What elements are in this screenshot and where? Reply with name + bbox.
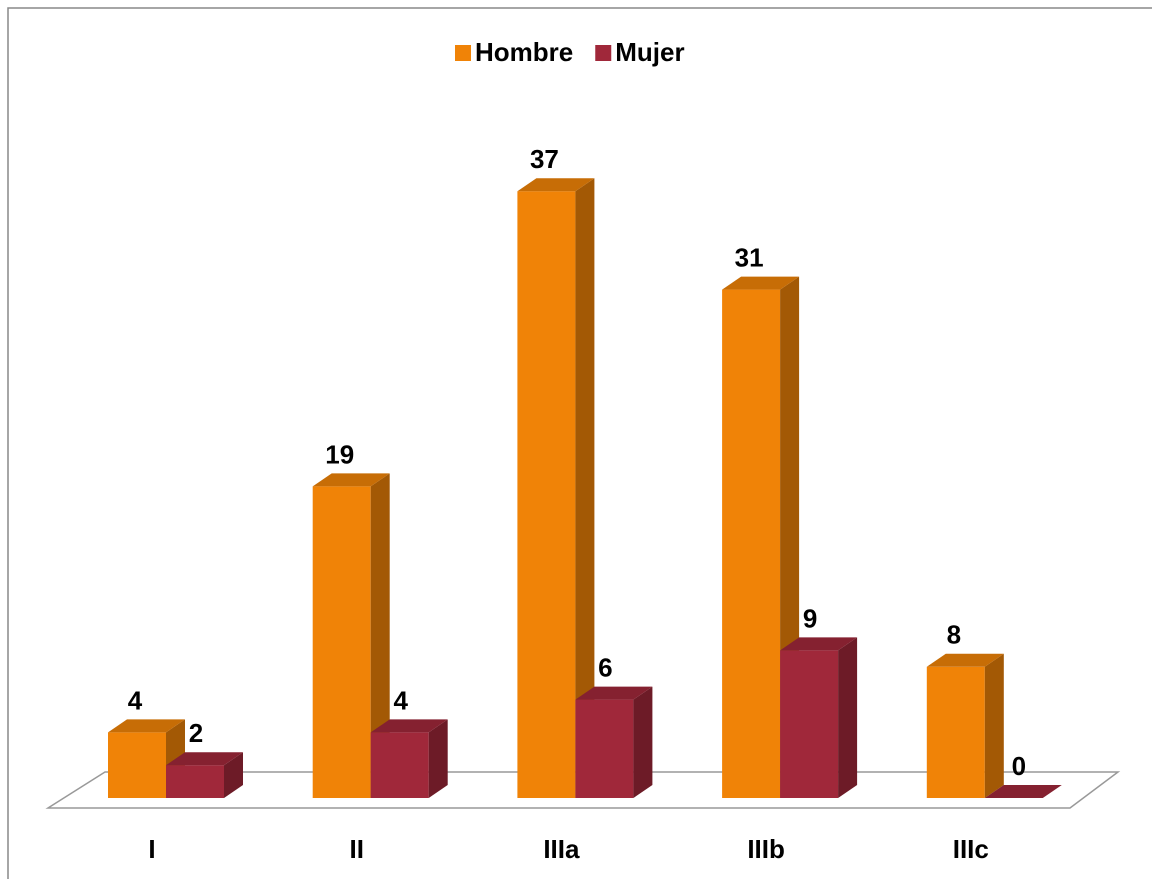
value-label: 9 <box>803 603 817 633</box>
bar <box>517 178 595 798</box>
bar-top <box>926 653 1004 667</box>
x-tick-label: IIIc <box>953 834 989 864</box>
bar-front <box>575 699 634 798</box>
bar <box>984 785 1062 798</box>
bar-front <box>166 765 224 798</box>
bar-top <box>312 473 390 487</box>
bar-front <box>370 732 429 798</box>
bar <box>926 653 1004 798</box>
bar <box>166 752 243 798</box>
bar-side <box>633 686 653 798</box>
bar-side <box>224 752 243 798</box>
value-label: 19 <box>325 439 354 469</box>
bar-front <box>926 666 985 798</box>
value-label: 4 <box>128 685 143 715</box>
bar-front <box>517 191 576 798</box>
bar-front <box>312 486 371 798</box>
value-label: 6 <box>598 652 612 682</box>
x-tick-label: I <box>148 834 155 864</box>
x-tick-label: IIIb <box>747 834 785 864</box>
bar-side <box>838 637 858 798</box>
bar <box>575 686 653 798</box>
legend-swatch <box>455 45 471 61</box>
legend-label: Mujer <box>615 37 684 67</box>
bar-top <box>370 719 448 733</box>
bar-side <box>428 719 448 798</box>
bar-top <box>780 637 858 651</box>
legend: Hombre Mujer <box>455 37 685 67</box>
bar-top <box>575 686 653 700</box>
bar-top <box>984 785 1062 798</box>
bar-front <box>780 650 839 798</box>
value-label: 0 <box>1012 751 1026 781</box>
bar <box>780 637 858 798</box>
bar-side <box>984 653 1004 798</box>
bar-front <box>722 289 781 798</box>
value-label: 4 <box>393 685 408 715</box>
x-tick-label: II <box>349 834 363 864</box>
bar <box>312 473 390 798</box>
bar-front <box>108 732 166 798</box>
bar-side <box>575 178 595 798</box>
x-tick-label: IIIa <box>543 834 580 864</box>
value-label: 31 <box>735 242 764 272</box>
value-label: 2 <box>189 718 203 748</box>
value-label: 8 <box>947 620 961 650</box>
bar-top <box>108 719 185 733</box>
bar <box>370 719 448 798</box>
legend-label: Hombre <box>475 37 573 67</box>
chart-frame <box>7 7 1152 879</box>
bar-top <box>517 178 595 192</box>
value-label: 37 <box>530 144 559 174</box>
bar-top <box>722 276 800 290</box>
legend-swatch <box>595 45 612 61</box>
bar-top <box>166 752 243 766</box>
bar-side <box>370 473 390 798</box>
